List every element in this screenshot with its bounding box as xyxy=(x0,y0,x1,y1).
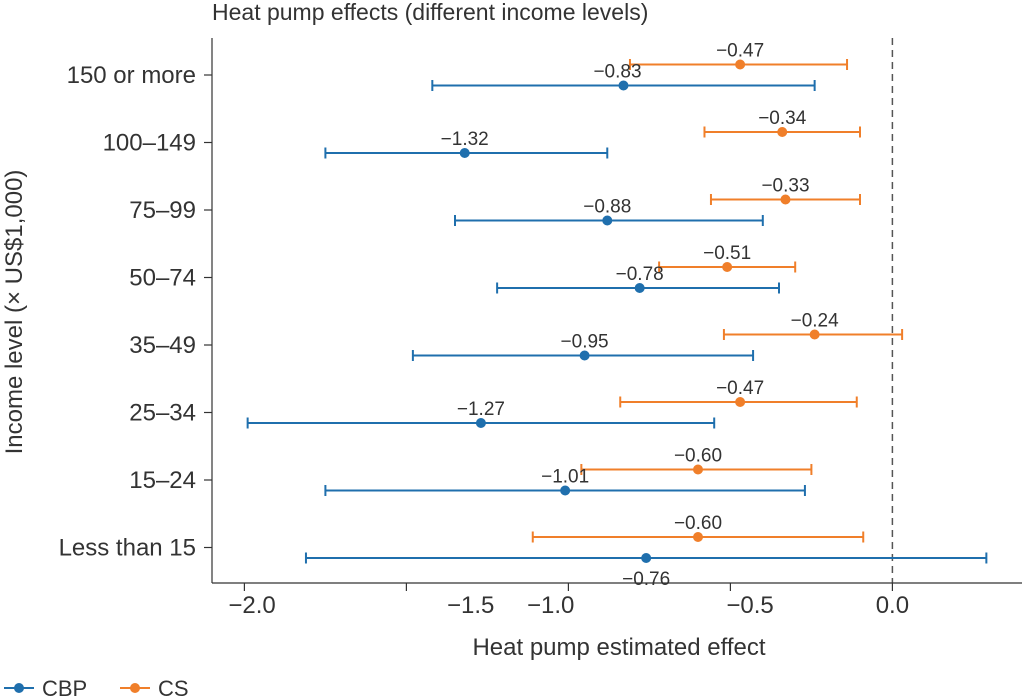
legend-swatch-point xyxy=(14,683,24,693)
cbp-point xyxy=(475,418,486,428)
legend-label: CBP xyxy=(42,676,87,700)
cs-data-label: −0.60 xyxy=(674,446,722,467)
cbp-point xyxy=(560,485,571,496)
cbp-data-label: −1.27 xyxy=(457,399,505,420)
cbp-data-label: −0.88 xyxy=(583,197,631,218)
axes: 150 or more 100–149 75–99 50–74 35–49 25–34 15… xyxy=(59,38,1022,619)
cs-point xyxy=(780,194,791,205)
cs-point xyxy=(693,464,703,475)
plot-area: −0.47 −0.34 −0.33 −0.51 −0.24 −0.47 −0.60 −0.60… xyxy=(246,38,988,590)
chart-title: Heat pump effects (different income leve… xyxy=(212,0,648,25)
cbp-point xyxy=(618,80,629,91)
y-tick-label: 150 or more xyxy=(67,62,196,89)
cs-point xyxy=(735,397,746,407)
cbp-point xyxy=(634,283,645,293)
cs-point xyxy=(777,127,788,137)
cbp-data-label: −0.83 xyxy=(593,62,641,83)
cbp-point xyxy=(579,350,590,361)
x-tick-label: 0.0 xyxy=(876,592,909,619)
y-axis-label: Income level (× US$1,000) xyxy=(1,170,28,455)
y-tick-label: Less than 15 xyxy=(59,535,196,562)
legend: CBP CS xyxy=(4,676,189,700)
y-tick-label: 35–49 xyxy=(129,332,196,359)
cs-point xyxy=(693,532,703,542)
cs-data-label: −0.33 xyxy=(761,176,809,197)
cs-point xyxy=(809,329,820,340)
cs-data-label: −0.60 xyxy=(674,513,722,534)
cbp-data-label: −0.95 xyxy=(561,332,609,353)
cbp-data-label: −0.78 xyxy=(616,264,664,285)
x-tick-label: −1.5 xyxy=(447,592,494,619)
cbp-point xyxy=(602,215,613,226)
cbp-data-label: −0.76 xyxy=(622,569,670,590)
cs-data-label: −0.47 xyxy=(716,378,764,399)
cbp-data-label: −1.32 xyxy=(441,129,489,150)
cbp-point xyxy=(459,148,470,158)
cs-data-label: −0.47 xyxy=(716,41,764,62)
y-tick-label: 50–74 xyxy=(129,265,196,292)
cs-point xyxy=(722,262,733,272)
x-tick-label: −1.0 xyxy=(527,592,574,619)
cs-data-label: −0.51 xyxy=(703,243,751,264)
y-tick-label: 75–99 xyxy=(129,197,196,224)
cs-data-label: −0.34 xyxy=(758,108,807,129)
y-tick-label: 25–34 xyxy=(129,400,196,427)
cs-point xyxy=(735,59,746,70)
y-tick-label: 100–149 xyxy=(103,130,196,157)
legend-swatch-point xyxy=(130,683,140,693)
x-tick-label: −0.5 xyxy=(726,592,773,619)
y-tick-label: 15–24 xyxy=(129,467,196,494)
cs-data-label: −0.24 xyxy=(791,311,840,332)
x-tick-label: −2.0 xyxy=(228,592,275,619)
x-axis-label: Heat pump estimated effect xyxy=(472,634,765,661)
legend-label: CS xyxy=(158,676,189,700)
cbp-data-label: −1.01 xyxy=(541,467,589,488)
cbp-point xyxy=(641,553,652,563)
